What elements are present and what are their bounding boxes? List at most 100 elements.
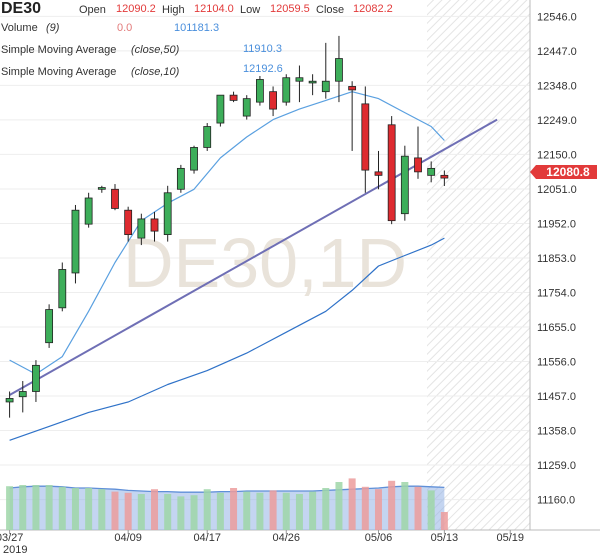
candle-down <box>361 86 370 193</box>
candle-up <box>18 381 27 413</box>
price-tick-label: 11160.0 <box>537 495 575 507</box>
sma10-value: 12192.6 <box>243 63 283 75</box>
price-tick-label: 11259.0 <box>537 460 576 472</box>
candle-body <box>229 94 238 101</box>
open-label: Open <box>79 4 106 16</box>
price-tick-label: 12249.0 <box>537 115 577 127</box>
volume-bar <box>58 486 66 530</box>
candle-body <box>400 155 409 215</box>
volume-bar <box>71 488 79 530</box>
candle-up <box>71 204 80 284</box>
candles[interactable] <box>5 35 449 418</box>
candle-body <box>176 167 185 190</box>
candle-body <box>269 91 277 110</box>
candle-down <box>111 184 119 211</box>
volume-bar <box>203 489 211 530</box>
close-value: 12082.2 <box>353 3 393 15</box>
candle-up <box>5 391 14 418</box>
candle-down <box>414 126 422 179</box>
price-tick-label: 11853.0 <box>537 253 576 265</box>
time-tick-label: 05/13 <box>431 532 459 544</box>
close-label: Close <box>316 4 344 16</box>
price-tick-label: 12348.0 <box>537 80 577 92</box>
candle-down <box>374 150 383 190</box>
candle-up <box>45 304 54 348</box>
open-value: 12090.2 <box>116 3 156 15</box>
candle-up <box>216 94 225 127</box>
candle-down <box>229 91 238 103</box>
volume-bar <box>348 478 356 530</box>
candle-body <box>440 174 449 179</box>
volume-bar <box>243 491 251 530</box>
sma50-param: (close,50) <box>131 44 180 56</box>
low-value: 12059.5 <box>270 3 310 15</box>
time-tick-label: 04/17 <box>193 532 221 544</box>
candle-body <box>203 126 212 148</box>
candle-body <box>374 171 383 176</box>
candle-body <box>256 79 264 103</box>
candle-body <box>348 86 357 91</box>
price-tick-label: 11457.0 <box>537 391 576 403</box>
current-price-value: 12080.8 <box>546 165 590 179</box>
symbol-watermark: DE30,1D <box>123 224 407 302</box>
candle-body <box>387 124 396 222</box>
candle-body <box>18 391 27 398</box>
candle-down <box>269 86 277 117</box>
price-tick-label: 11655.0 <box>537 322 576 334</box>
candle-up <box>203 123 212 151</box>
year-label: 2019 <box>3 544 27 556</box>
candle-body <box>45 309 54 344</box>
volume-param: (9) <box>46 22 60 34</box>
price-tick-label: 11952.0 <box>537 218 576 230</box>
volume-bar <box>230 488 238 530</box>
volume-bar <box>19 485 27 530</box>
candle-down <box>124 206 133 242</box>
candle-body <box>242 98 251 117</box>
candle-up <box>58 262 67 312</box>
candle-up <box>400 145 409 221</box>
candle-up <box>256 75 264 106</box>
time-tick-label: 03/27 <box>0 532 23 544</box>
candle-down <box>440 170 449 186</box>
candle-body <box>295 77 304 82</box>
price-tick-label: 12447.0 <box>537 46 577 58</box>
candle-body <box>150 218 159 232</box>
candle-body <box>124 209 133 236</box>
ohlc-header: DE30 Open 12090.2 High 12104.0 Low 12059… <box>1 0 393 17</box>
price-tick-label: 12546.0 <box>537 11 577 23</box>
price-tick-label: 11358.0 <box>537 426 576 438</box>
volume-bar <box>282 492 290 530</box>
volume-bar <box>414 486 422 530</box>
candle-up <box>308 74 317 96</box>
volume-bar <box>124 492 132 530</box>
volume-bar <box>309 491 317 530</box>
trendline <box>9 118 498 396</box>
candle-down <box>387 116 396 225</box>
candle-body <box>308 80 317 84</box>
volume-bar <box>256 492 264 530</box>
candle-up <box>282 74 291 106</box>
volume-bar <box>6 486 14 530</box>
candle-body <box>71 209 80 274</box>
volume-label: Volume <box>1 22 38 34</box>
candle-up <box>321 42 330 99</box>
candle-body <box>84 197 93 225</box>
volume-bar <box>335 482 343 530</box>
candle-body <box>58 269 67 309</box>
volume-bar <box>374 489 382 530</box>
volume-bar <box>98 489 106 530</box>
sma50-value: 11910.3 <box>243 43 282 55</box>
candle-body <box>32 364 40 392</box>
candle-up <box>32 360 40 402</box>
candle-up <box>242 95 251 120</box>
candle-body <box>216 94 225 124</box>
volume-bars <box>6 478 448 530</box>
candle-body <box>414 157 422 173</box>
candle-up <box>84 192 93 228</box>
volume-bar <box>190 495 198 530</box>
volume-bar <box>111 491 119 530</box>
price-tick-label: 11754.0 <box>537 287 576 299</box>
volume-bar <box>440 512 448 530</box>
sma10-line <box>9 91 445 375</box>
